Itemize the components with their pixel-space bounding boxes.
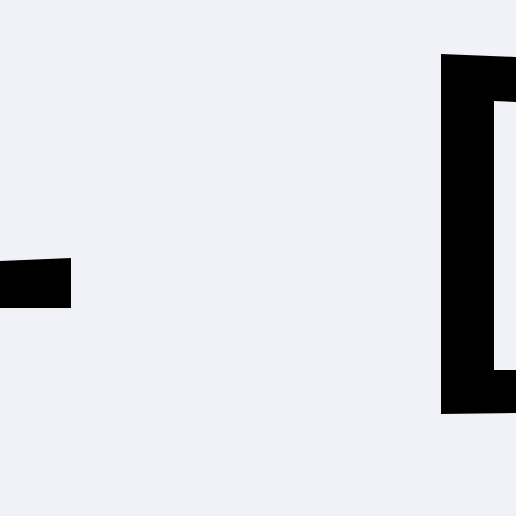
bracket-glyph-fragment bbox=[441, 54, 516, 414]
dash-glyph-fragment bbox=[0, 258, 71, 308]
